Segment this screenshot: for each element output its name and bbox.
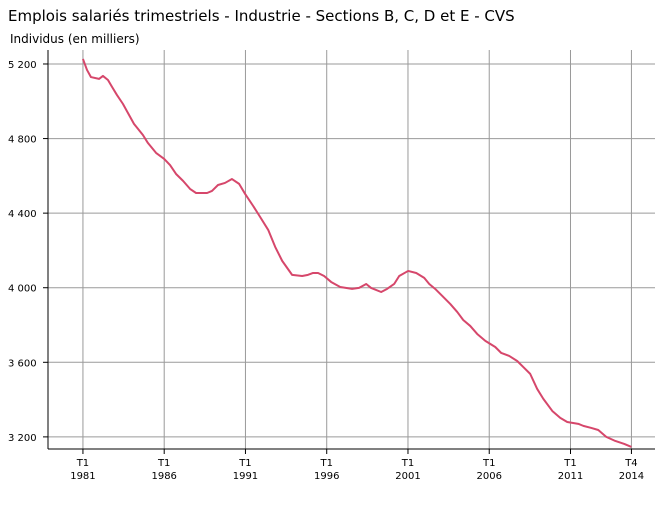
x-tick-label-line: 1996 bbox=[314, 471, 339, 482]
x-tick-label-line: T1 bbox=[157, 458, 170, 469]
y-axis-label: Individus (en milliers) bbox=[10, 32, 140, 46]
x-tick-label-line: 1991 bbox=[233, 471, 258, 482]
x-tick-label-line: 2011 bbox=[558, 471, 583, 482]
x-tick-label-line: T4 bbox=[624, 458, 637, 469]
x-tick-label: T1 1991 bbox=[233, 458, 258, 482]
y-tick-label: 5 200 bbox=[8, 60, 37, 71]
x-tick-label-line: 1981 bbox=[70, 471, 95, 482]
x-tick-label-line: 1986 bbox=[151, 471, 176, 482]
x-tick-label: T1 2011 bbox=[558, 458, 583, 482]
x-tick-label: T1 1986 bbox=[151, 458, 176, 482]
y-tick-label: 4 800 bbox=[8, 135, 37, 146]
y-tick-label: 3 200 bbox=[8, 433, 37, 444]
x-tick-label-line: 2014 bbox=[619, 471, 644, 482]
x-tick-label-line: T1 bbox=[563, 458, 576, 469]
x-tick-label-line: T1 bbox=[238, 458, 251, 469]
x-tick-label-line: T1 bbox=[482, 458, 495, 469]
x-tick-label-line: 2001 bbox=[395, 471, 420, 482]
y-tick-label: 4 400 bbox=[8, 209, 37, 220]
y-tick-label: 3 600 bbox=[8, 358, 37, 369]
x-tick-label: T1 1996 bbox=[314, 458, 339, 482]
x-tick-label-line: T1 bbox=[401, 458, 414, 469]
x-tick-label-line: T1 bbox=[319, 458, 332, 469]
x-tick-label-line: T1 bbox=[76, 458, 89, 469]
y-tick-label: 4 000 bbox=[8, 284, 37, 295]
x-tick-label: T4 2014 bbox=[619, 458, 644, 482]
x-tick-label-line: 2006 bbox=[477, 471, 502, 482]
x-tick-label: T1 1981 bbox=[70, 458, 95, 482]
x-tick-label: T1 2006 bbox=[477, 458, 502, 482]
x-tick-label: T1 2001 bbox=[395, 458, 420, 482]
chart-title: Emplois salariés trimestriels - Industri… bbox=[8, 7, 515, 25]
series-line bbox=[82, 58, 632, 448]
